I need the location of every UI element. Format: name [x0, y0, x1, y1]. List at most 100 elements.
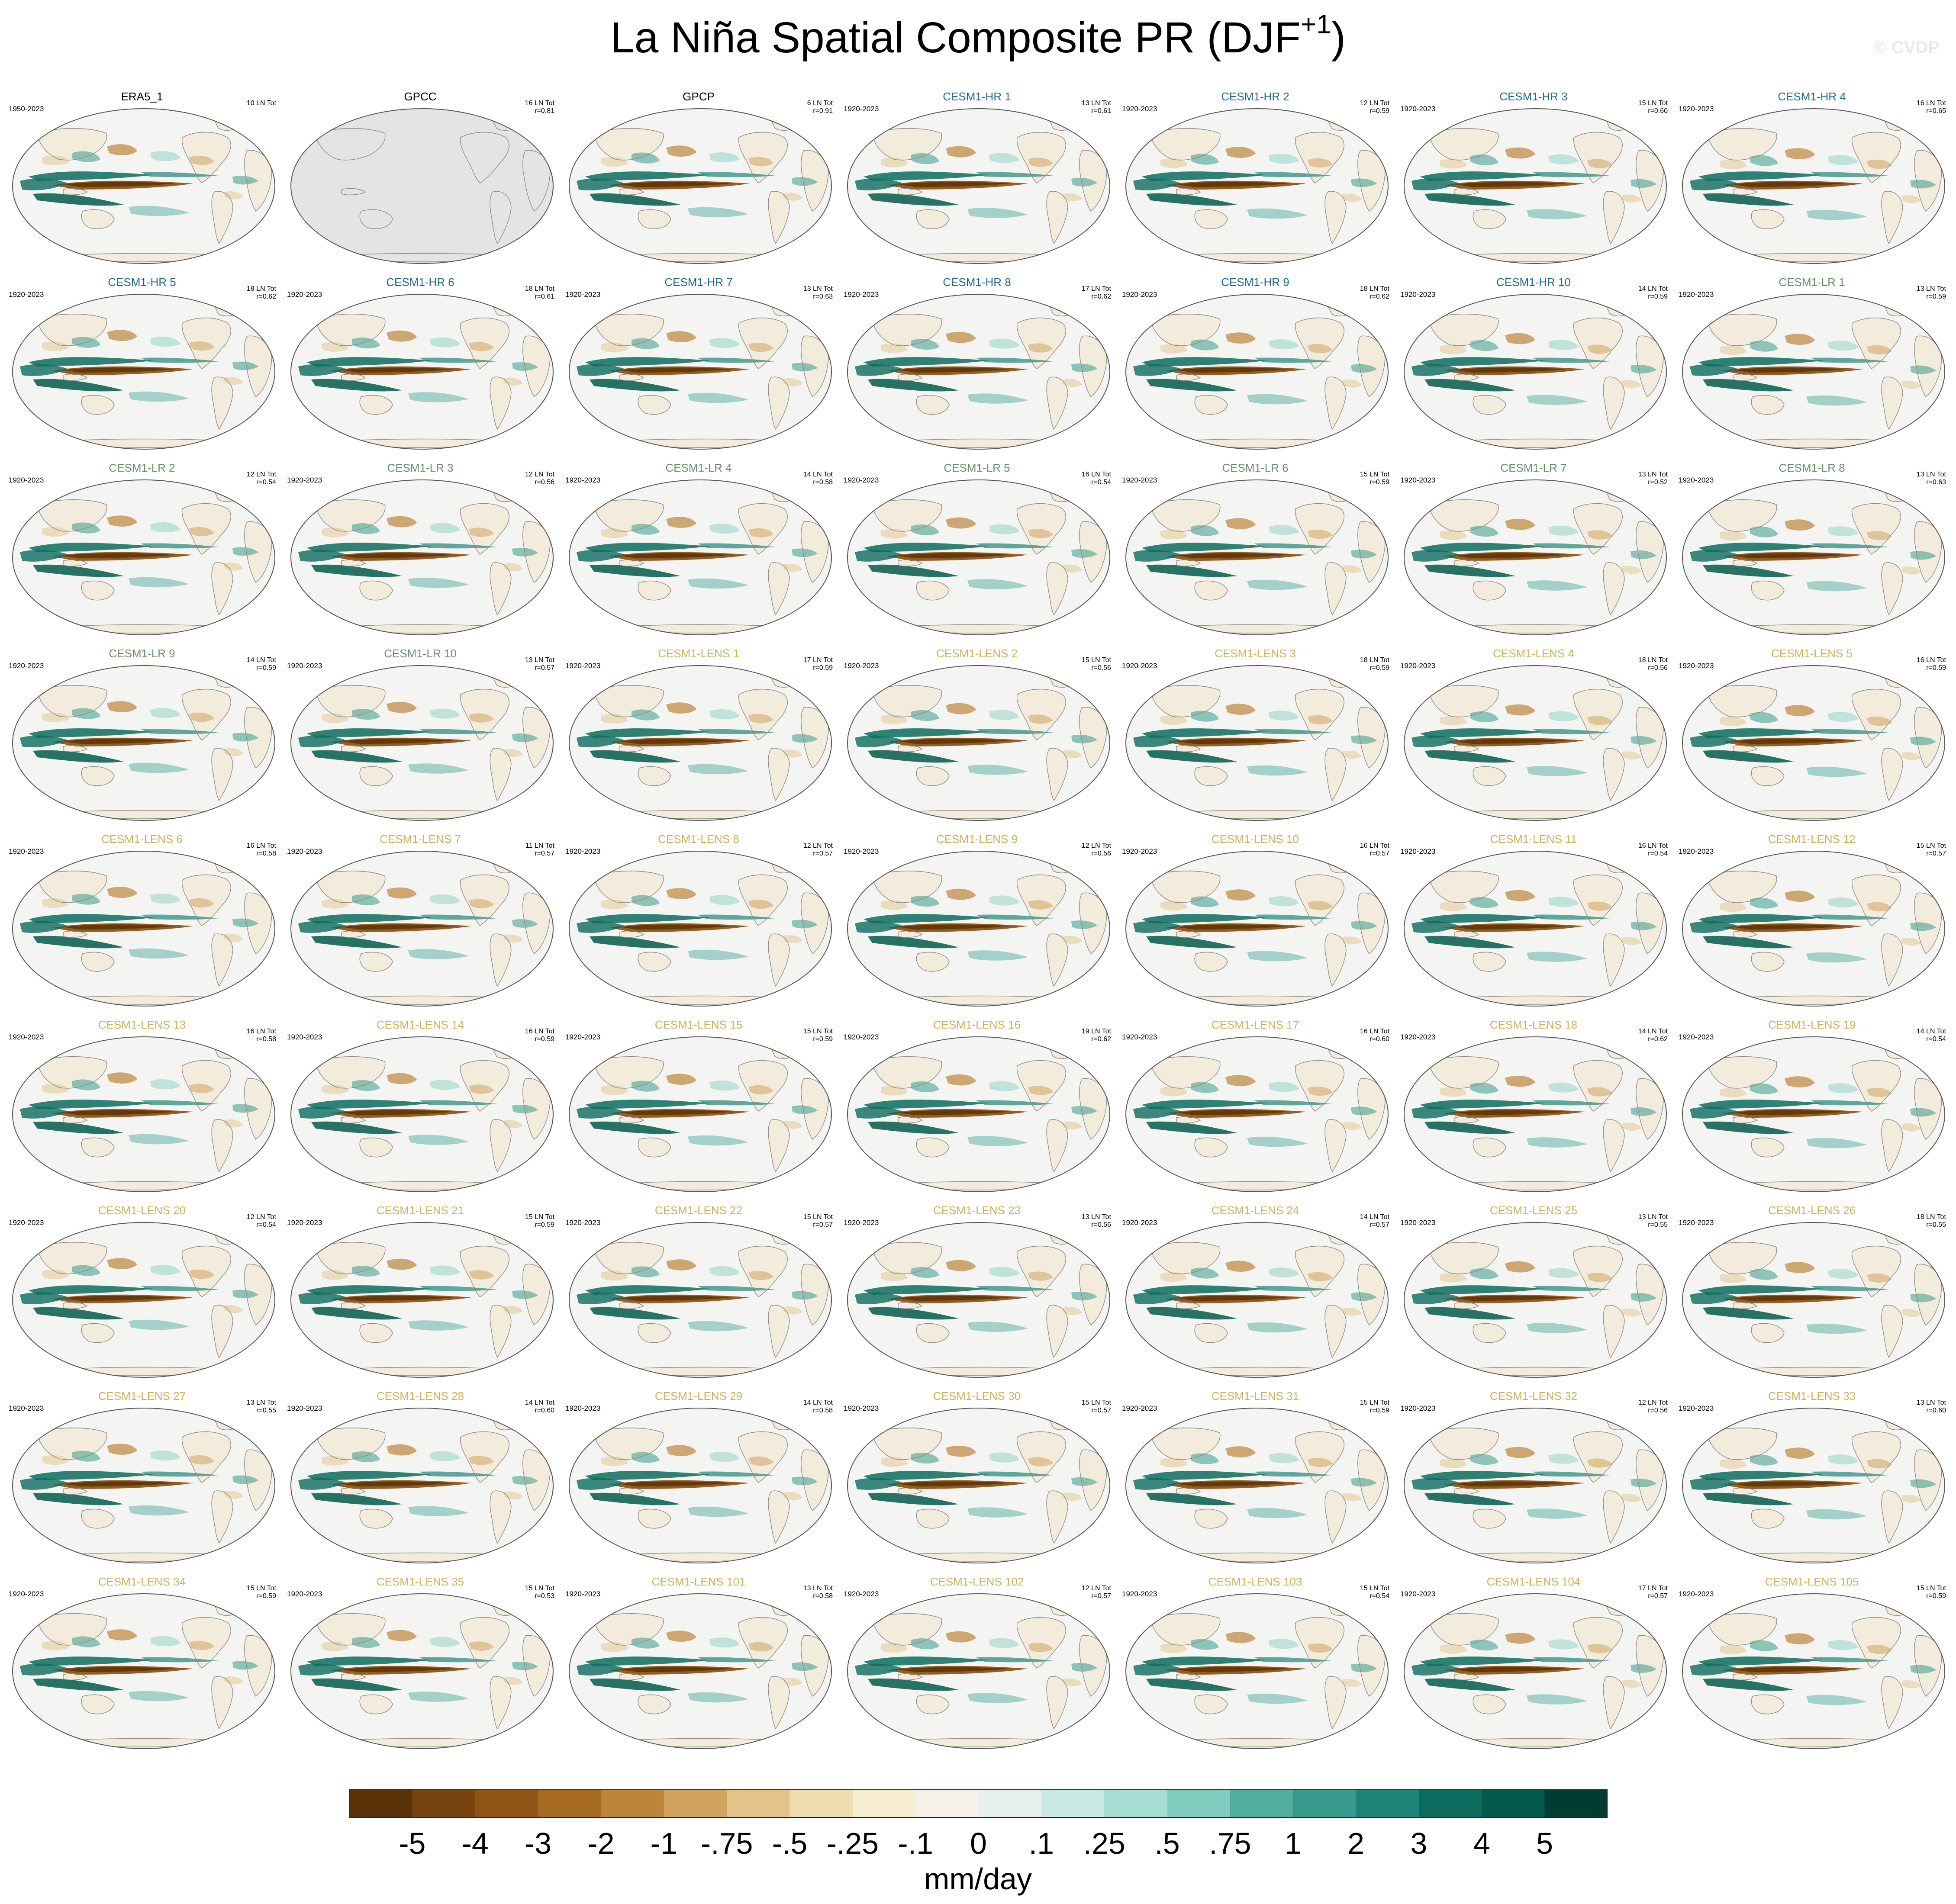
- panel-title: ERA5_1: [121, 90, 163, 103]
- la-nina-count: 18 LN Tot: [1360, 656, 1389, 664]
- la-nina-count: 12 LN Tot: [246, 471, 276, 478]
- precip-map: [1404, 294, 1667, 450]
- panel-years: 1920-2023: [844, 662, 879, 670]
- pattern-correlation: r=0.59: [813, 664, 833, 672]
- pattern-correlation: r=0.59: [1926, 664, 1946, 672]
- la-nina-count: 13 LN Tot: [803, 285, 833, 293]
- title-close: ): [1331, 13, 1346, 62]
- panel-stats: 12 LN Tot r=0.56: [1638, 1399, 1668, 1415]
- panel-years: 1920-2023: [844, 476, 879, 484]
- colorbar-swatch: [349, 1789, 412, 1818]
- pattern-correlation: r=0.57: [813, 850, 833, 857]
- colorbar-swatch: [727, 1789, 790, 1818]
- la-nina-count: 18 LN Tot: [246, 285, 276, 293]
- panel-title: CESM1-HR 5: [108, 276, 176, 289]
- precip-map: [1404, 665, 1667, 821]
- precip-map: [1404, 479, 1667, 635]
- panel-title: CESM1-LENS 34: [98, 1575, 186, 1588]
- panel-title: CESM1-LENS 26: [1768, 1204, 1856, 1217]
- colorbar-units: mm/day: [924, 1862, 1032, 1896]
- precip-map: [290, 851, 554, 1007]
- la-nina-count: 13 LN Tot: [525, 656, 554, 664]
- la-nina-count: 15 LN Tot: [246, 1585, 276, 1592]
- panel-stats: 18 LN Tot r=0.59: [1360, 656, 1389, 672]
- panel-title: CESM1-LENS 30: [933, 1389, 1021, 1402]
- map-panel: CESM1-HR 8 1920-2023 17 LN Tot r=0.62: [838, 276, 1115, 453]
- panel-years: 1920-2023: [565, 1219, 601, 1227]
- pattern-correlation: r=0.56: [535, 479, 554, 486]
- panel-stats: 12 LN Tot r=0.57: [1082, 1585, 1111, 1600]
- pattern-correlation: r=0.59: [1926, 1592, 1946, 1600]
- precip-map: [847, 665, 1110, 821]
- map-panel: CESM1-LENS 8 1920-2023 12 LN Tot r=0.57: [560, 833, 837, 1010]
- panel-title: CESM1-LENS 103: [1208, 1575, 1302, 1588]
- colorbar-swatch: [1544, 1789, 1608, 1818]
- la-nina-count: 15 LN Tot: [1360, 1399, 1389, 1406]
- map-panel: CESM1-LR 5 1920-2023 16 LN Tot r=0.54: [838, 461, 1115, 639]
- panel-stats: 15 LN Tot r=0.59: [1917, 1585, 1946, 1600]
- la-nina-count: 15 LN Tot: [1916, 842, 1946, 849]
- panel-years: 1920-2023: [1400, 1033, 1436, 1041]
- la-nina-count: 16 LN Tot: [1916, 656, 1946, 664]
- panel-years: 1920-2023: [1400, 476, 1436, 484]
- la-nina-count: 18 LN Tot: [1638, 656, 1668, 664]
- precip-map: [569, 665, 832, 821]
- map-panel: CESM1-LENS 105 1920-2023 15 LN Tot r=0.59: [1673, 1575, 1950, 1753]
- panel-title: CESM1-HR 3: [1499, 90, 1568, 103]
- panel-stats: 18 LN Tot r=0.61: [525, 285, 554, 301]
- map-panel: CESM1-LENS 32 1920-2023 12 LN Tot r=0.56: [1395, 1389, 1672, 1567]
- precip-map: [290, 665, 554, 821]
- pattern-correlation: r=0.54: [1926, 1036, 1946, 1043]
- panel-stats: 13 LN Tot r=0.63: [1917, 471, 1946, 486]
- precip-map: [1125, 1593, 1389, 1749]
- panel-title: CESM1-LR 5: [944, 461, 1010, 474]
- map-panel: CESM1-LENS 1 1920-2023 17 LN Tot r=0.59: [560, 647, 837, 824]
- map-panel: CESM1-LR 2 1920-2023 12 LN Tot r=0.54: [3, 461, 280, 639]
- la-nina-count: 16 LN Tot: [1360, 842, 1389, 849]
- pattern-correlation: r=0.61: [535, 293, 554, 300]
- pattern-correlation: r=0.65: [1926, 107, 1946, 115]
- panel-stats: 15 LN Tot r=0.57: [1082, 1399, 1111, 1415]
- colorbar-swatch: [852, 1789, 916, 1818]
- panel-title: CESM1-LENS 7: [380, 833, 461, 846]
- panel-title: CESM1-HR 6: [386, 276, 454, 289]
- pattern-correlation: r=0.54: [1370, 1592, 1389, 1600]
- la-nina-count: 16 LN Tot: [1916, 100, 1946, 107]
- panel-title: GPCC: [404, 90, 437, 103]
- panel-stats: 15 LN Tot r=0.59: [1360, 1399, 1389, 1415]
- map-panel: CESM1-LR 10 1920-2023 13 LN Tot r=0.57: [282, 647, 559, 824]
- panel-title: CESM1-LR 8: [1779, 461, 1845, 474]
- panel-stats: 14 LN Tot r=0.58: [803, 471, 833, 486]
- map-panel: CESM1-LENS 5 1920-2023 16 LN Tot r=0.59: [1673, 647, 1950, 824]
- precip-map: [569, 1222, 832, 1378]
- panel-years: 1920-2023: [1679, 290, 1714, 299]
- map-panel: CESM1-HR 1 1920-2023 13 LN Tot r=0.61: [838, 90, 1115, 267]
- precip-map: [1682, 1408, 1945, 1563]
- pattern-correlation: r=0.59: [1648, 293, 1668, 300]
- panel-stats: 16 LN Tot r=0.65: [1917, 100, 1946, 115]
- panel-years: 1920-2023: [287, 1590, 322, 1598]
- panel-years: 1920-2023: [1122, 290, 1157, 299]
- precip-map: [847, 479, 1110, 635]
- panel-years: 1920-2023: [844, 1033, 879, 1041]
- pattern-correlation: r=0.60: [1648, 107, 1668, 115]
- panel-title: CESM1-LENS 13: [98, 1018, 186, 1031]
- map-panel: CESM1-HR 6 1920-2023 18 LN Tot r=0.61: [282, 276, 559, 453]
- panel-grid: ERA5_1 1950-2023 10 LN Tot GPCC 16 LN Tot r=0…: [3, 90, 1950, 1749]
- map-panel: CESM1-LENS 27 1920-2023 13 LN Tot r=0.55: [3, 1389, 280, 1567]
- pattern-correlation: r=0.55: [1926, 1221, 1946, 1229]
- precip-map: [12, 665, 275, 821]
- colorbar-swatch: [1482, 1789, 1545, 1818]
- panel-years: 1920-2023: [844, 1590, 879, 1598]
- panel-stats: 17 LN Tot r=0.59: [803, 656, 833, 672]
- panel-title: CESM1-LR 6: [1222, 461, 1289, 474]
- panel-title: CESM1-LENS 105: [1765, 1575, 1859, 1588]
- precip-map: [12, 1222, 275, 1378]
- precip-map: [1404, 1222, 1667, 1378]
- panel-years: 1950-2023: [9, 105, 44, 113]
- pattern-correlation: r=0.59: [256, 664, 276, 672]
- la-nina-count: 14 LN Tot: [803, 1399, 833, 1406]
- precip-map: [1125, 1222, 1389, 1378]
- panel-title: CESM1-LENS 3: [1215, 647, 1296, 660]
- panel-title: CESM1-LENS 31: [1211, 1389, 1299, 1402]
